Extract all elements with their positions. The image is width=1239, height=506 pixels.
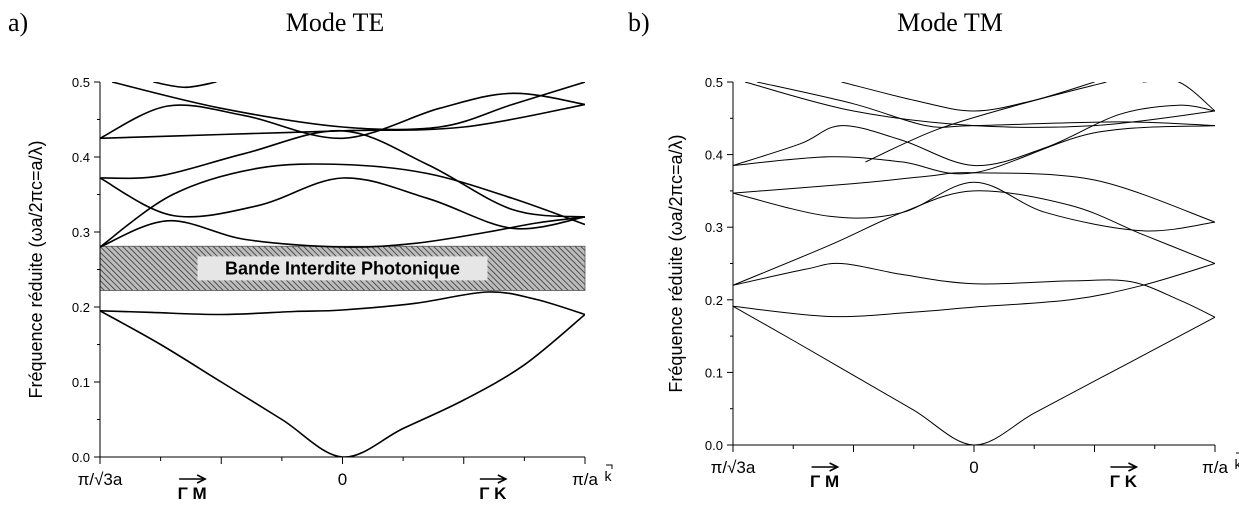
x-tick-label: 0 bbox=[338, 470, 347, 489]
x-axis-vector-mark bbox=[606, 464, 613, 469]
chart-panel-b: 0.0 0.1 0.2 0.3 0.4 0.5 π/√3a 0 π/a Γ M Γ K k Fréque… bbox=[666, 75, 1239, 491]
direction-arrow-head bbox=[497, 474, 508, 484]
band-curve-6 bbox=[100, 129, 585, 218]
chart-panel-a: Bande Interdite Photonique 0.0 0.1 0.2 0.3 0.… bbox=[26, 75, 613, 503]
y-tick-label: 0.0 bbox=[705, 438, 723, 453]
y-tick-label: 0.4 bbox=[705, 148, 723, 163]
panel-b-letter: b) bbox=[628, 8, 650, 37]
band-gap-label-background bbox=[197, 256, 488, 281]
direction-arrow-head bbox=[196, 474, 207, 484]
band-gap-label: Bande Interdite Photonique bbox=[225, 258, 460, 278]
y-tick-label: 0.4 bbox=[72, 150, 90, 165]
y-tick-label: 0.1 bbox=[705, 365, 723, 380]
band-curve-9 bbox=[111, 82, 585, 131]
x-axis-label: k bbox=[1235, 456, 1239, 472]
band-curve-4 bbox=[733, 190, 1215, 286]
band-curve-8 bbox=[100, 92, 585, 140]
band-curve-3 bbox=[733, 262, 1215, 318]
y-tick-label: 0.1 bbox=[72, 375, 90, 390]
y-axis-label: Fréquence réduite (ωa/2πc=a/λ) bbox=[26, 140, 46, 398]
y-tick-label: 0.2 bbox=[72, 300, 90, 315]
band-curve-6 bbox=[733, 172, 1215, 223]
y-axis-label: Fréquence réduite (ωa/2πc=a/λ) bbox=[666, 134, 686, 392]
direction-label: Γ M bbox=[810, 472, 839, 491]
y-tick-label: 0.3 bbox=[72, 225, 90, 240]
x-tick-label: π/a bbox=[572, 470, 598, 489]
band-curve-11 bbox=[865, 82, 1107, 163]
direction-label: Γ K bbox=[479, 484, 507, 503]
band-curve-12 bbox=[841, 82, 1095, 112]
band-curve-8 bbox=[733, 104, 1215, 167]
x-axis-label: k bbox=[605, 468, 613, 484]
panel-a-letter: a) bbox=[8, 8, 29, 37]
band-curve-1 bbox=[733, 305, 1215, 445]
x-tick-label: π/a bbox=[1202, 458, 1228, 477]
y-tick-label: 0.0 bbox=[72, 450, 90, 465]
panel-a-title: Mode TE bbox=[285, 8, 385, 37]
band-curve-5 bbox=[733, 181, 1215, 232]
x-tick-label: π/√3a bbox=[78, 470, 123, 489]
y-tick-label: 0.5 bbox=[705, 75, 723, 90]
band-curve-5 bbox=[100, 177, 585, 230]
band-curve-10 bbox=[756, 82, 1215, 128]
band-curve-2 bbox=[733, 263, 1215, 318]
band-curve-7 bbox=[733, 125, 1215, 175]
direction-label: Γ M bbox=[178, 484, 207, 503]
band-curve-4 bbox=[100, 163, 585, 248]
x-tick-label: π/√3a bbox=[711, 458, 756, 477]
direction-arrow-head bbox=[1128, 462, 1139, 472]
x-axis-vector-mark bbox=[1236, 452, 1239, 454]
band-curve-9 bbox=[744, 82, 1215, 128]
band-curve-2 bbox=[100, 310, 585, 457]
direction-arrow-head bbox=[829, 462, 840, 472]
direction-label: Γ K bbox=[1110, 472, 1138, 491]
band-curve-3 bbox=[100, 216, 585, 248]
band-curve-10 bbox=[153, 82, 217, 89]
band-curve-13 bbox=[1142, 82, 1215, 112]
y-tick-label: 0.2 bbox=[705, 293, 723, 308]
x-tick-label: 0 bbox=[969, 458, 978, 477]
band-curve-1 bbox=[100, 291, 585, 316]
panel-b-title: Mode TM bbox=[897, 8, 1003, 37]
y-tick-label: 0.5 bbox=[72, 75, 90, 90]
y-tick-label: 0.3 bbox=[705, 220, 723, 235]
band-curve-7 bbox=[100, 103, 585, 140]
